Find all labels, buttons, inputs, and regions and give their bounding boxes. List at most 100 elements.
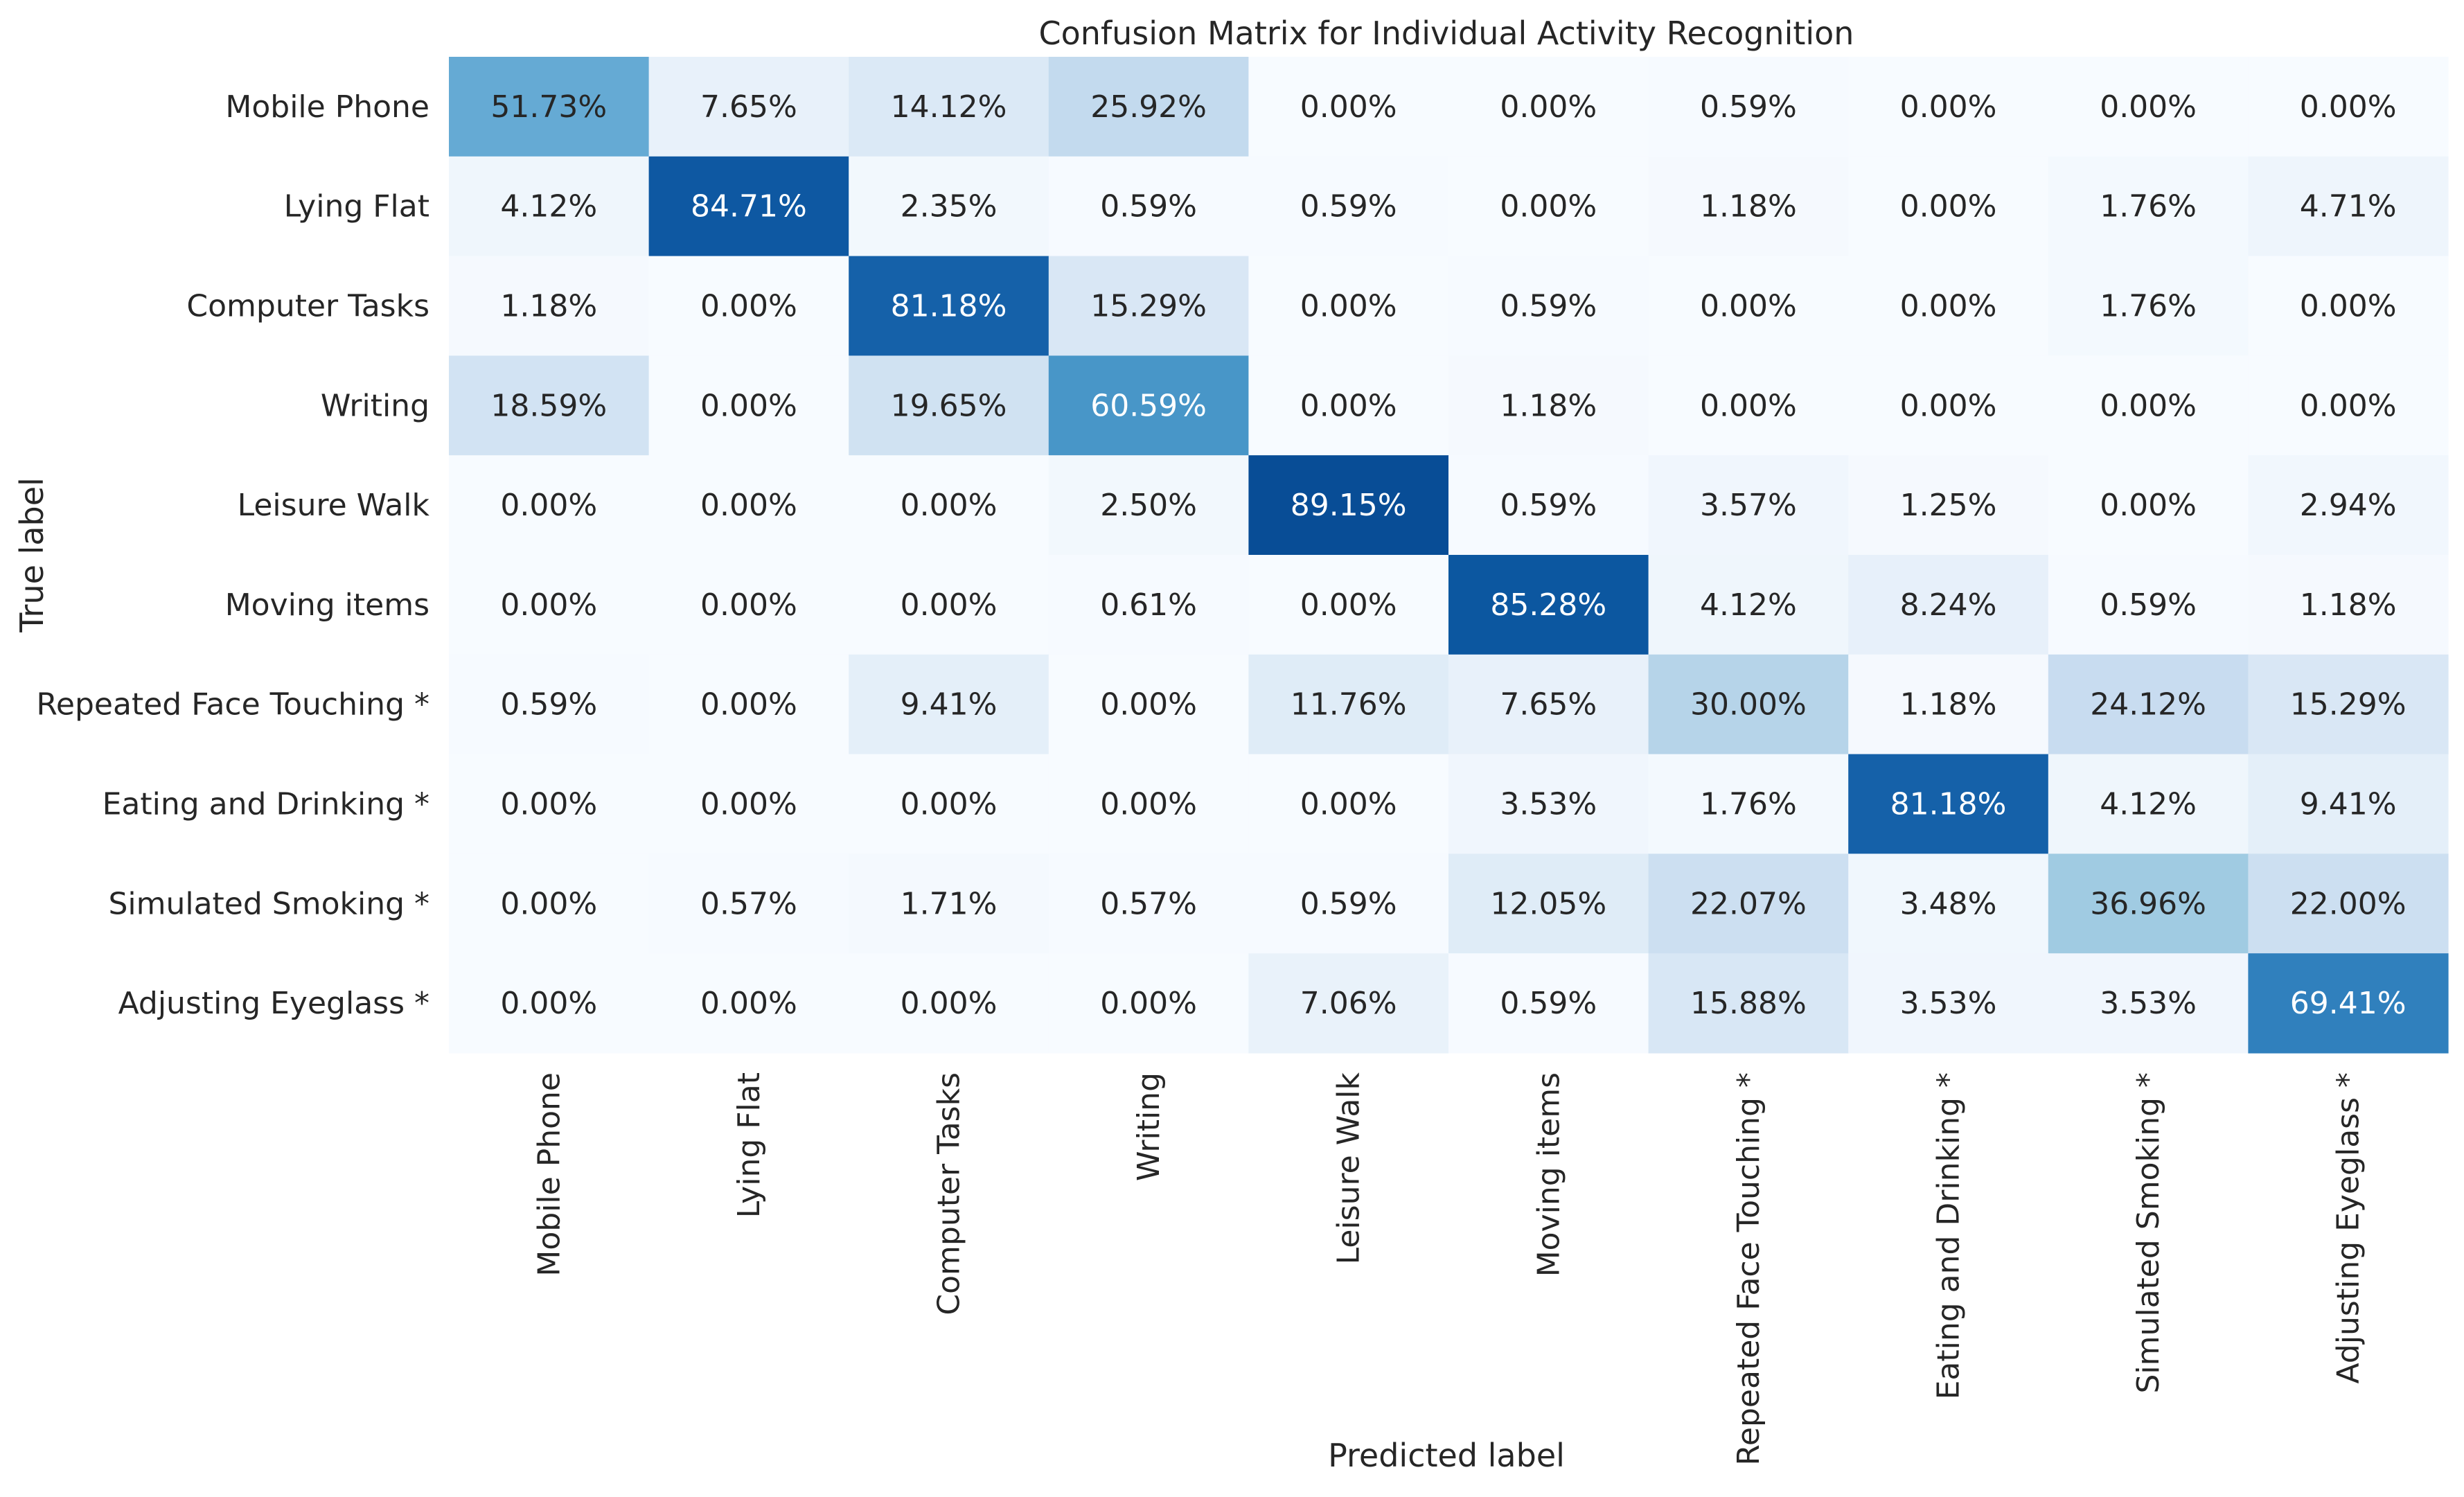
heatmap-cell-r3-c3: [1048, 355, 1249, 456]
heatmap-cell-r8-c1: [648, 853, 849, 954]
heatmap-cell-label-r9-c7: 3.53%: [1900, 986, 1997, 1021]
heatmap-cell-r8-c6: [1648, 853, 1849, 954]
heatmap-cell-label-r3-c6: 0.00%: [1700, 388, 1797, 423]
heatmap-cell-r9-c4: [1248, 953, 1449, 1054]
row-label-lying-flat: Lying Flat: [284, 189, 429, 224]
heatmap-cell-label-r7-c3: 0.00%: [1100, 787, 1197, 822]
heatmap-cell-r0-c4: [1248, 57, 1449, 157]
heatmap-cell-label-r6-c3: 0.00%: [1100, 687, 1197, 723]
heatmap-cell-label-r0-c2: 14.12%: [891, 89, 1007, 125]
heatmap-cell-r0-c3: [1048, 57, 1249, 157]
heatmap-cell-r0-c9: [2248, 57, 2449, 157]
heatmap-cell-r3-c7: [1848, 355, 2049, 456]
heatmap-cell-r5-c2: [849, 555, 1049, 655]
heatmap-cell-label-r0-c3: 25.92%: [1090, 89, 1207, 125]
heatmap-cell-label-r1-c4: 0.59%: [1300, 189, 1397, 224]
heatmap-cell-r4-c7: [1848, 455, 2049, 556]
heatmap-cell-label-r7-c4: 0.00%: [1300, 787, 1397, 822]
heatmap-cell-label-r0-c0: 51.73%: [490, 89, 607, 125]
row-label-moving-items: Moving items: [225, 587, 429, 623]
heatmap-cell-r1-c0: [449, 156, 650, 257]
heatmap-cell-label-r7-c7: 81.18%: [1890, 787, 2007, 822]
row-label-eating-and-drinking: Eating and Drinking *: [103, 787, 429, 822]
heatmap-cell-label-r2-c7: 0.00%: [1900, 289, 1997, 324]
heatmap-cell-r5-c9: [2248, 555, 2449, 655]
heatmap-cell-r3-c6: [1648, 355, 1849, 456]
column-label-lying-flat: Lying Flat: [732, 1072, 767, 1218]
row-label-writing: Writing: [321, 388, 429, 423]
heatmap-cell-r2-c3: [1048, 256, 1249, 356]
heatmap-cell-r4-c6: [1648, 455, 1849, 556]
row-label-simulated-smoking: Simulated Smoking *: [108, 886, 429, 921]
heatmap-cell-label-r8-c5: 12.05%: [1490, 886, 1606, 921]
heatmap-cell-r7-c4: [1248, 754, 1449, 854]
heatmap-cell-r9-c9: [2248, 953, 2449, 1054]
heatmap-cell-r6-c1: [648, 654, 849, 755]
heatmap-cell-label-r8-c0: 0.00%: [500, 886, 597, 921]
heatmap-cell-label-r0-c6: 0.59%: [1700, 89, 1797, 125]
heatmap-cell-r6-c2: [849, 654, 1049, 755]
heatmap-cell-label-r3-c1: 0.00%: [700, 388, 797, 423]
heatmap-cell-r7-c2: [849, 754, 1049, 854]
heatmap-cell-r8-c9: [2248, 853, 2449, 954]
heatmap-cell-r7-c8: [2048, 754, 2249, 854]
heatmap-cell-r3-c8: [2048, 355, 2249, 456]
heatmap-cell-label-r7-c9: 9.41%: [2300, 787, 2397, 822]
heatmap-cell-label-r7-c8: 4.12%: [2100, 787, 2197, 822]
heatmap-cell-r7-c9: [2248, 754, 2449, 854]
heatmap-cell-r2-c5: [1448, 256, 1649, 356]
heatmap-cell-label-r0-c9: 0.00%: [2300, 89, 2397, 125]
heatmap-cell-label-r5-c0: 0.00%: [500, 587, 597, 623]
heatmap-cell-label-r5-c3: 0.61%: [1100, 587, 1197, 623]
column-label-simulated-smoking: Simulated Smoking *: [2131, 1072, 2166, 1394]
heatmap-cell-r4-c0: [449, 455, 650, 556]
heatmap-cell-r0-c1: [648, 57, 849, 157]
heatmap-cell-label-r3-c9: 0.00%: [2300, 388, 2397, 423]
heatmap-cell-r7-c6: [1648, 754, 1849, 854]
heatmap-cell-r6-c6: [1648, 654, 1849, 755]
heatmap-cell-r5-c1: [648, 555, 849, 655]
heatmap-cell-label-r1-c0: 4.12%: [500, 189, 597, 224]
heatmap-cell-label-r8-c2: 1.71%: [901, 886, 998, 921]
heatmap-cell-label-r9-c5: 0.59%: [1500, 986, 1597, 1021]
heatmap-cell-label-r6-c9: 15.29%: [2290, 687, 2407, 723]
heatmap-cell-label-r3-c7: 0.00%: [1900, 388, 1997, 423]
heatmap-cell-label-r6-c5: 7.65%: [1500, 687, 1597, 723]
heatmap-cell-label-r4-c8: 0.00%: [2100, 488, 2197, 523]
heatmap-cell-label-r4-c7: 1.25%: [1900, 488, 1997, 523]
heatmap-cell-r1-c9: [2248, 156, 2449, 257]
heatmap-cell-label-r7-c1: 0.00%: [700, 787, 797, 822]
heatmap-cell-r6-c4: [1248, 654, 1449, 755]
heatmap-cell-label-r4-c4: 89.15%: [1291, 488, 1407, 523]
heatmap-cell-label-r2-c5: 0.59%: [1500, 289, 1597, 324]
row-label-repeated-face-touching: Repeated Face Touching *: [36, 687, 429, 723]
heatmap-cell-label-r1-c2: 2.35%: [901, 189, 998, 224]
heatmap-cell-label-r0-c5: 0.00%: [1500, 89, 1597, 125]
heatmap-cell-label-r2-c4: 0.00%: [1300, 289, 1397, 324]
heatmap-cell-r3-c4: [1248, 355, 1449, 456]
heatmap-cell-label-r4-c5: 0.59%: [1500, 488, 1597, 523]
heatmap-cell-label-r9-c3: 0.00%: [1100, 986, 1197, 1021]
heatmap-cell-label-r8-c7: 3.48%: [1900, 886, 1997, 921]
heatmap-cell-r5-c8: [2048, 555, 2249, 655]
heatmap-cell-r8-c4: [1248, 853, 1449, 954]
heatmap-cell-r4-c3: [1048, 455, 1249, 556]
heatmap-cell-label-r2-c3: 15.29%: [1090, 289, 1207, 324]
heatmap-cell-label-r5-c9: 1.18%: [2300, 587, 2397, 623]
heatmap-cell-label-r4-c3: 2.50%: [1100, 488, 1197, 523]
heatmap-cell-r0-c8: [2048, 57, 2249, 157]
heatmap-cell-r2-c6: [1648, 256, 1849, 356]
heatmap-cell-label-r4-c2: 0.00%: [901, 488, 998, 523]
heatmap-cell-r1-c5: [1448, 156, 1649, 257]
heatmap-cell-label-r5-c5: 85.28%: [1490, 587, 1606, 623]
heatmap-cell-r5-c4: [1248, 555, 1449, 655]
heatmap-cell-r9-c1: [648, 953, 849, 1054]
heatmap-cell-label-r2-c2: 81.18%: [891, 289, 1007, 324]
heatmap-cell-label-r8-c3: 0.57%: [1100, 886, 1197, 921]
row-tick-labels: Mobile Phone Lying Flat Computer Tasks Writ…: [36, 89, 429, 1021]
heatmap-cell-label-r0-c1: 7.65%: [700, 89, 797, 125]
heatmap-cells: 51.73% 7.65% 14.12% 25.92% 0.00% 0.00% 0.59% 0.…: [449, 57, 2449, 1054]
heatmap-cell-label-r6-c2: 9.41%: [901, 687, 998, 723]
